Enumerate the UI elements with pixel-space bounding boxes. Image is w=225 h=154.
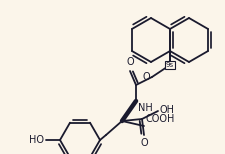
Text: COOH: COOH [146,114,175,124]
Text: NH: NH [138,103,153,113]
Text: 9s: 9s [166,62,174,68]
Text: O: O [126,57,134,67]
Text: O: O [142,72,150,82]
Text: O: O [140,138,148,148]
Text: HO: HO [29,135,44,145]
Text: OH: OH [159,105,174,115]
